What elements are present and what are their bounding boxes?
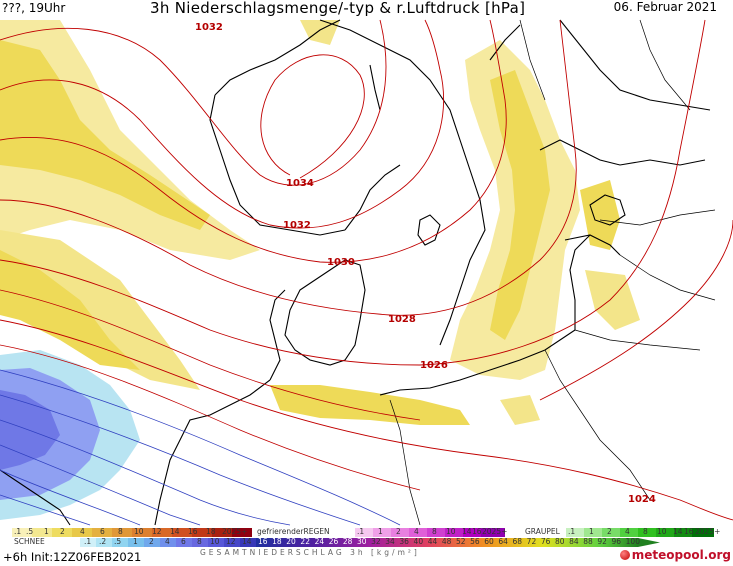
isobar-label: 1032 [195, 22, 223, 33]
isobars-low [0, 369, 401, 526]
meteopool-logo[interactable]: meteopool.org [619, 548, 731, 562]
isobar-label: 1028 [388, 314, 416, 325]
forecast-time: ???, 19Uhr [2, 1, 66, 15]
isobars-southwest [0, 289, 421, 491]
isobar-label: 1024 [628, 494, 656, 505]
map-title: 3h Niederschlagsmenge/-typ & r.Luftdruck… [150, 0, 526, 17]
total-precip-label: GESAMTNIEDERSCHLAG 3h [kg/m²] [200, 548, 420, 557]
init-time: +6h Init:12Z06FEB2021 [3, 550, 142, 564]
header: ???, 19Uhr 3h Niederschlagsmenge/-typ & … [0, 0, 733, 20]
isobars [0, 19, 733, 521]
legend: .1 .5 1 2 4 6 8 10 12 14 16 18 2025+ gef… [0, 526, 733, 566]
pressure-labels: 1032 1034 1032 1030 1028 1026 1024 1004 [30, 22, 656, 526]
logo-icon [619, 550, 630, 560]
logo-text: meteopool.org [631, 548, 731, 562]
legend-bars [12, 528, 714, 547]
isobar-label: 1030 [327, 257, 355, 268]
isobar-label: 1004 [30, 517, 55, 526]
country-borders [389, 19, 716, 526]
snow-label: SCHNEE [14, 537, 45, 546]
snow-areas [0, 350, 140, 520]
graupel-label: GRAUPEL [525, 527, 560, 536]
forecast-date: 06. Februar 2021 [613, 0, 717, 14]
freezing-rain-label: gefrierenderREGEN [257, 527, 330, 536]
weather-map: 1032 1034 1032 1030 1028 1026 1024 1004 [0, 18, 733, 526]
isobar-label: 1026 [420, 360, 448, 371]
total-ticks: 16 18 20 22 24 26 28 30 32 34 36 40 44 4… [258, 537, 640, 546]
isobar-label: 1034 [286, 178, 314, 189]
isobar-label: 1032 [283, 220, 311, 231]
coastlines [0, 19, 711, 526]
